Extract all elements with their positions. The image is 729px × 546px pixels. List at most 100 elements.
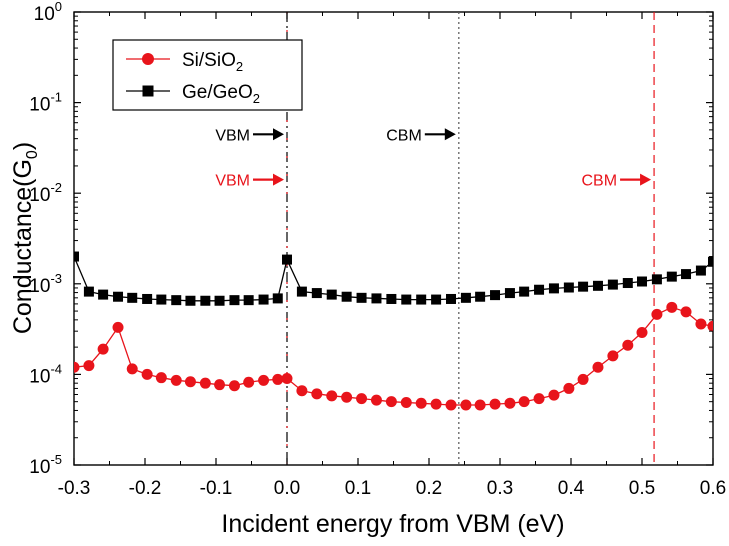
data-point — [83, 286, 94, 297]
data-point — [156, 294, 167, 305]
legend-label-si: Si/SiO2 — [182, 50, 243, 74]
data-point — [214, 295, 225, 306]
data-point — [296, 385, 308, 397]
data-point — [445, 399, 457, 411]
data-point — [258, 294, 269, 305]
y-tick-exp: -3 — [50, 271, 62, 286]
data-point — [370, 394, 382, 406]
data-point — [681, 269, 692, 280]
data-point — [155, 372, 167, 384]
data-point — [607, 279, 618, 290]
data-point — [126, 363, 138, 375]
data-point — [474, 399, 486, 411]
data-point — [401, 294, 412, 305]
y-tick-label: 100 — [34, 0, 62, 25]
data-point — [416, 294, 427, 305]
data-point — [577, 373, 589, 385]
data-point — [74, 361, 80, 373]
y-tick-exp: -4 — [50, 361, 62, 376]
data-point — [460, 292, 471, 303]
x-tick-label: -0.3 — [58, 478, 91, 499]
y-axis-title-main: Conductance(G — [9, 159, 37, 334]
data-point — [400, 396, 412, 408]
data-point — [563, 282, 574, 293]
data-point — [578, 281, 589, 292]
data-point — [112, 321, 124, 333]
x-axis: -0.3 -0.2 -0.1 0.0 0.1 0.2 0.3 0.4 0.5 0.6 — [58, 12, 726, 499]
data-point — [127, 292, 138, 303]
y-tick-exp: -1 — [50, 90, 62, 105]
data-point — [243, 376, 255, 388]
y-tick-exp: -5 — [50, 452, 62, 467]
legend-label-si-sub: 2 — [236, 59, 243, 74]
data-point — [651, 274, 662, 285]
data-point — [431, 294, 442, 305]
data-point — [272, 293, 283, 304]
data-point — [504, 288, 515, 299]
y-tick-label: 10-3 — [29, 271, 62, 297]
data-point — [548, 389, 560, 401]
data-point — [185, 295, 196, 306]
data-point — [243, 295, 254, 306]
annotation-label: VBM — [215, 173, 250, 190]
data-point — [341, 291, 352, 302]
data-point — [695, 265, 706, 276]
x-tick-label: 0.4 — [558, 478, 585, 499]
x-tick-label: 0.3 — [487, 478, 513, 499]
annotation-arrow-head — [444, 128, 456, 141]
annotation-arrow-head — [640, 173, 652, 186]
data-point — [341, 391, 353, 403]
annotation-label: CBM — [582, 173, 618, 190]
data-point — [519, 286, 530, 297]
data-point — [386, 293, 397, 304]
data-point — [592, 280, 603, 291]
y-tick-base: 10 — [29, 457, 50, 478]
data-point — [563, 382, 575, 394]
legend-box — [112, 39, 303, 111]
data-point — [707, 320, 713, 332]
legend-marker-ge — [142, 85, 154, 97]
band-edge-annotations: VBM VBM CBM CBM — [215, 127, 652, 190]
y-tick-base: 10 — [29, 185, 50, 206]
data-point — [214, 379, 226, 391]
data-point — [97, 343, 109, 355]
data-point — [113, 291, 124, 302]
x-tick-label: -0.1 — [200, 478, 233, 499]
series-layer — [74, 251, 713, 411]
y-tick-exp: 0 — [55, 0, 62, 14]
data-point — [229, 295, 240, 306]
annotation-arrow-head — [273, 128, 284, 141]
data-point — [141, 368, 153, 380]
data-point — [489, 398, 501, 410]
data-point — [142, 293, 153, 304]
legend: Si/SiO2 Ge/GeO2 — [112, 39, 303, 111]
annotation-label: VBM — [215, 127, 250, 144]
data-point — [708, 256, 713, 267]
y-tick-label: 10-5 — [29, 452, 62, 478]
data-point — [651, 308, 663, 320]
y-tick-base: 10 — [34, 4, 55, 25]
legend-marker-si — [142, 53, 154, 65]
data-point — [533, 393, 545, 405]
data-point — [371, 293, 382, 304]
data-point — [430, 398, 442, 410]
data-point — [534, 284, 545, 295]
data-point — [199, 377, 211, 389]
data-point — [622, 278, 633, 289]
data-point — [475, 291, 486, 302]
data-point — [636, 327, 648, 339]
x-tick-label: 0.0 — [274, 478, 300, 499]
data-point — [490, 290, 501, 301]
data-point — [311, 388, 323, 400]
legend-label-ge-sub: 2 — [253, 91, 260, 106]
y-tick-base: 10 — [29, 366, 50, 387]
x-tick-label: 0.6 — [700, 478, 726, 499]
y-tick-base: 10 — [29, 276, 50, 297]
data-point — [326, 390, 338, 402]
data-point — [171, 295, 182, 306]
data-point — [415, 397, 427, 409]
data-point — [504, 397, 516, 409]
data-point — [460, 399, 472, 411]
legend-label-ge-main: Ge/GeO — [182, 82, 253, 103]
